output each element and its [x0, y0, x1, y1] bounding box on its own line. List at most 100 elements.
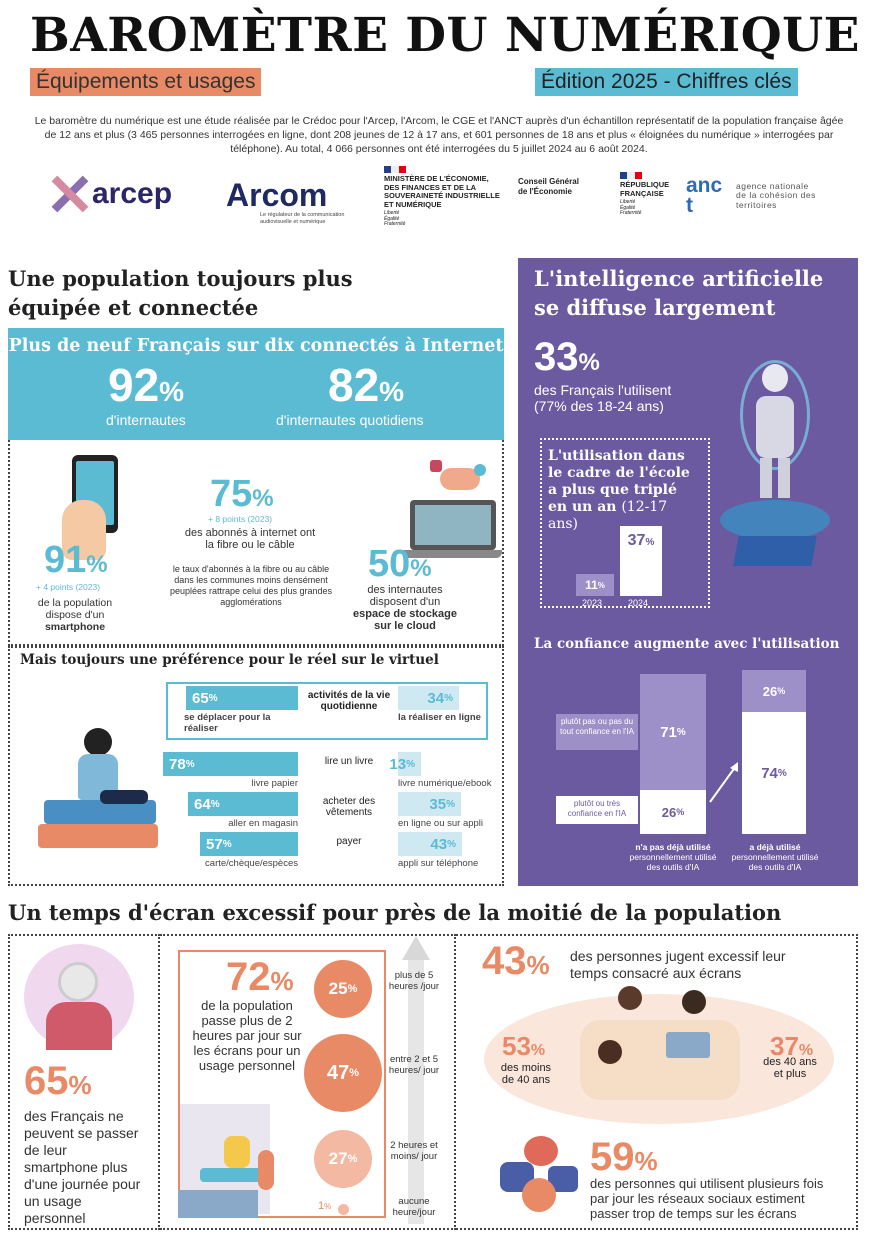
smartphone-dependency-box: [8, 934, 160, 1230]
ecran-circle-label: aucune heure/jour: [392, 1196, 436, 1218]
excessif-value: 43%: [482, 939, 550, 983]
internet-banner: Plus de neuf Français sur dix connectés …: [8, 328, 504, 440]
reel-left-label: se déplacer pour la réaliser: [184, 712, 271, 734]
reel-left-label: aller en magasin: [228, 818, 298, 829]
reseaux-value: 59%: [590, 1135, 658, 1179]
robot-icon: [700, 340, 850, 570]
person1-icon: [618, 986, 642, 1010]
reseaux-text: des personnes qui utilisent plusieurs fo…: [590, 1176, 824, 1221]
confiance-g1-caption: n'a pas déjà utilisé personnellement util…: [629, 842, 717, 872]
person2-icon: [682, 990, 706, 1014]
person3-icon: [598, 1040, 622, 1064]
laptop-base-icon: [402, 550, 502, 558]
arcep-wordmark: arcep: [92, 177, 173, 210]
reel-title: Mais toujours une préférence pour le rée…: [20, 652, 439, 668]
arrow-up-icon: [709, 762, 738, 803]
excessif-l1: des moins de 40 ans: [500, 1062, 552, 1086]
smartphone-evo: + 4 points (2023): [36, 582, 101, 592]
confiance-g1-bottom: 26%: [640, 790, 706, 834]
ia-text: des Français l'utilisent: [534, 382, 672, 398]
ecran-text: de la population passe plus de 2 heures …: [192, 998, 302, 1073]
reel-row-label: acheter des vêtements: [322, 796, 376, 818]
ecran-circle: 27%: [314, 1130, 372, 1188]
rf-logo: RÉPUBLIQUE FRANÇAISE Liberté Égalité Fra…: [620, 172, 682, 217]
hand-icon: [62, 500, 106, 560]
section3-title: Un temps d'écran excessif pour près de l…: [8, 900, 782, 925]
internautes-value: 92%: [108, 359, 185, 411]
ministere-name: MINISTÈRE DE L'ÉCONOMIE, DES FINANCES ET…: [384, 174, 500, 209]
excessif-l2: des 40 ans et plus: [763, 1056, 817, 1080]
reel-left-bar: 57%: [200, 832, 298, 856]
reel-row-label: lire un livre: [324, 756, 374, 767]
plant-icon: [258, 1150, 274, 1190]
reel-right-label: appli sur téléphone: [398, 858, 479, 869]
excessif-text: des personnes jugent excessif leur temps…: [570, 948, 786, 981]
reel-row-label: payer: [336, 836, 362, 847]
smartphone-dep-text: des Français ne peuvent se passer de leu…: [24, 1108, 141, 1226]
flag-icon: [384, 166, 406, 173]
section1-title: Une population toujours plus équipée et …: [8, 266, 353, 320]
reel-left-bar: 78%: [163, 752, 298, 776]
fibre-value: 75%: [210, 473, 274, 515]
ecole-year-2024: 2024: [628, 598, 649, 608]
ecran-zero-value: 1%: [318, 1200, 332, 1212]
time-axis-arrow: [402, 936, 430, 1224]
excessif-v2: 37%: [770, 1031, 814, 1061]
laptop-icon: [410, 500, 496, 550]
flag-icon: [620, 172, 642, 179]
cloud-text: des internautes disposent d'un espace de s…: [353, 584, 457, 632]
ecole-bar-2023: 11%: [576, 574, 614, 596]
anct-wordmark: anct: [686, 174, 723, 217]
radiator-icon: [178, 1190, 258, 1218]
reel-left-label: carte/chèque/espèces: [205, 858, 298, 869]
reel-right-bar: 13%: [389, 752, 421, 776]
ecole-title: L'utilisation dans le cadre de l'école a…: [548, 448, 690, 532]
reel-right-bar: 35%: [398, 792, 461, 816]
subtitle-left: Équipements et usages: [30, 68, 262, 96]
ecran-circle: [338, 1204, 349, 1215]
fibre-text: des abonnés à internet ont la fibre ou l…: [184, 527, 316, 551]
rf-devise: Liberté Égalité Fraternité: [620, 199, 642, 216]
screen-frame: [178, 950, 386, 1218]
arcep-star-icon: [48, 172, 92, 216]
ministere-devise: Liberté Égalité Fraternité: [384, 210, 406, 227]
screen-time-box: [160, 934, 456, 1230]
smartphone-dep-value: 65%: [24, 1059, 92, 1103]
reel-right-label: la réaliser en ligne: [398, 712, 481, 723]
reel-left-bar: 64%: [188, 792, 298, 816]
reel-left-label: livre papier: [251, 778, 298, 789]
reel-right-bar: 43%: [398, 832, 462, 856]
confiance-g2-top: 26%: [742, 670, 806, 712]
anct-tagline: agence nationale de la cohésion des terr…: [736, 180, 816, 210]
ecran-circle: 25%: [314, 960, 372, 1018]
arcom-tagline: Le régulateur de la communication audiov…: [260, 212, 345, 225]
ecran-circle-label: entre 2 et 5 heures/ jour: [388, 1054, 440, 1076]
ia-title: L'intelligence artificielle se diffuse l…: [534, 266, 824, 320]
reel-right-label: en ligne ou sur appli: [398, 818, 484, 829]
ecole-bar-2024: 37%: [620, 526, 662, 596]
bench-icon: [200, 1168, 264, 1182]
reel-box: [8, 646, 504, 886]
ecole-year-2023: 2023: [582, 598, 603, 608]
confiance-title: La confiance augmente avec l'utilisation: [534, 636, 840, 652]
cge-logo: Conseil Général de l'Économie: [518, 177, 579, 196]
banner-title: Plus de neuf Français sur dix connectés …: [8, 336, 504, 356]
quotidiens-value: 82%: [328, 359, 405, 411]
fibre-note: le taux d'abonnés à la fibre ou au câble…: [169, 564, 333, 607]
excessif-v1: 53%: [502, 1031, 546, 1061]
equipment-box: [8, 440, 504, 646]
confiance-label-top: plutôt pas ou pas du tout confiance en l…: [556, 714, 638, 750]
confiance-g1-top: 71%: [640, 674, 706, 790]
confiance-g2-caption: a déjà utilisé personnellement utilisé de…: [731, 842, 819, 872]
ia-value: 33%: [534, 335, 600, 379]
reel-right-bar: 34%: [398, 686, 459, 710]
subtitle-right: Édition 2025 - Chiffres clés: [535, 68, 798, 96]
laptop-small-icon: [666, 1032, 710, 1058]
internautes-label: d'internautes: [106, 412, 186, 428]
anct-logo: anct agence nationale de la cohésion des…: [686, 174, 822, 217]
rf-name: RÉPUBLIQUE FRANÇAISE: [620, 180, 670, 198]
reel-highlight-frame: [166, 682, 488, 740]
woman-phone-icon: [24, 944, 134, 1050]
reader-legs-icon: [100, 790, 148, 804]
smartphone-icon: [72, 455, 118, 533]
